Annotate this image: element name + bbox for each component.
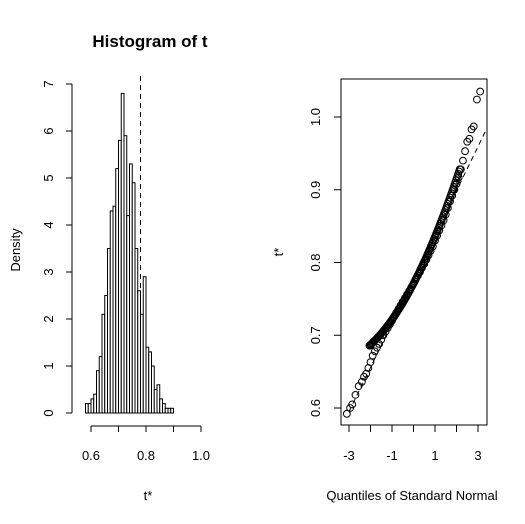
histogram-y-tick-label: 7 [41,80,56,87]
histogram-bar [170,407,174,414]
qq-x-axis: -3 -1 1 3 [343,425,482,463]
qq-point [358,377,366,386]
qq-y-axis: 0.6 0.7 0.8 0.9 1.0 [308,108,341,417]
histogram-y-tick-label: 1 [41,362,56,369]
qq-panel: -3 -1 1 3 0.6 0.7 0.8 0.9 1.0 Quantiles of Stan… [271,78,498,503]
qq-point [461,147,470,156]
histogram-bars [85,92,174,414]
histogram-y-axis: 0 1 2 3 4 5 6 7 [41,80,73,417]
qq-y-tick-label: 0.7 [308,326,323,344]
histogram-bar [142,276,147,414]
histogram-y-tick-label: 5 [41,174,56,181]
histogram-y-tick-label: 0 [41,409,56,416]
qq-y-tick-label: 0.6 [308,399,323,417]
qq-y-label: t* [271,248,286,257]
histogram-x-label: t* [144,488,153,503]
histogram-y-label: Density [8,228,23,272]
qq-y-tick-label: 1.0 [308,108,323,126]
qq-point [368,351,377,360]
histogram-title: Histogram of t [92,32,208,51]
qq-x-tick-label: -3 [343,448,355,463]
qq-x-tick-label: -1 [386,448,398,463]
qq-point [342,409,351,418]
histogram-panel: Histogram of t 0.6 0.8 1.0 0 1 2 3 4 5 6 7 t* Den… [8,32,210,503]
qq-x-tick-label: 3 [474,448,481,463]
qq-y-tick-label: 0.9 [308,181,323,199]
qq-point [473,95,481,104]
qq-point [459,156,467,165]
qq-point [465,134,474,143]
qq-point [455,165,464,174]
qq-point [476,87,485,96]
histogram-x-tick-label: 0.6 [82,448,100,463]
qq-x-label: Quantiles of Standard Normal [326,488,497,503]
histogram-x-tick-label: 1.0 [192,448,210,463]
qq-y-tick-label: 0.8 [308,253,323,271]
histogram-y-tick-label: 2 [41,315,56,322]
histogram-y-tick-label: 4 [41,221,56,228]
qq-x-tick-label: 1 [431,448,438,463]
histogram-x-axis: 0.6 0.8 1.0 [82,425,210,463]
histogram-x-tick-label: 0.8 [137,448,155,463]
qq-point [469,122,478,131]
qq-points [342,87,485,418]
qq-point [351,391,360,399]
histogram-y-tick-label: 6 [41,127,56,134]
qq-point [348,400,357,409]
histogram-y-tick-label: 3 [41,268,56,275]
